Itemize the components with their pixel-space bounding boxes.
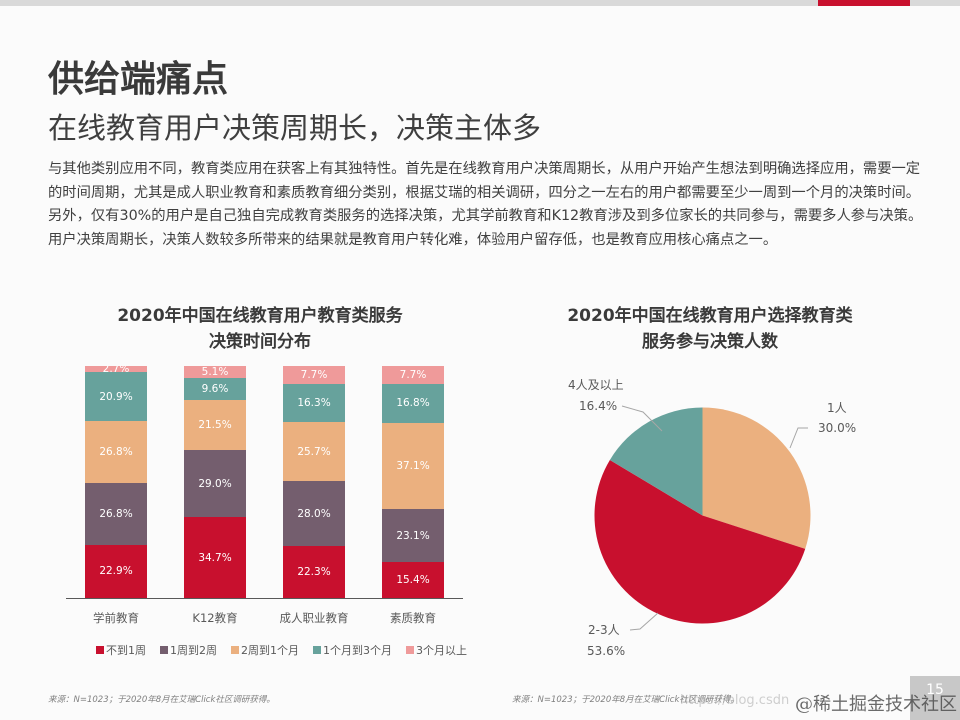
bar-segment: 25.7% bbox=[283, 421, 345, 482]
x-label: 素质教育 bbox=[390, 611, 436, 625]
bar-segment: 2.7% bbox=[85, 366, 147, 373]
legend-label: 1周到2周 bbox=[170, 644, 217, 657]
legend-item: 2周到1个月 bbox=[231, 642, 299, 658]
page-subtitle: 在线教育用户决策周期长，决策主体多 bbox=[48, 111, 542, 145]
legend-item: 不到1周 bbox=[96, 642, 146, 658]
bar-segment: 7.7% bbox=[382, 366, 444, 384]
bar-segment: 16.3% bbox=[283, 383, 345, 422]
pie-label-value: 30.0% bbox=[818, 421, 857, 435]
legend-label: 3个月以上 bbox=[416, 644, 467, 657]
pie-label-name: 4人及以上 bbox=[568, 378, 624, 392]
bar-chart-title: 2020年中国在线教育用户教育类服务 决策时间分布 bbox=[80, 303, 440, 355]
legend-label: 2周到1个月 bbox=[241, 644, 299, 657]
paragraph-2: 另外，仅有30%的用户是自己独自完成教育类服务的选择决策，尤其学前教育和K12教… bbox=[48, 208, 923, 248]
legend-swatch bbox=[160, 646, 168, 654]
stacked-bar: 15.4% 23.1% 37.1% 16.8% 7.7% bbox=[382, 366, 444, 598]
legend-swatch bbox=[96, 646, 104, 654]
bar-segment: 16.8% bbox=[382, 383, 444, 423]
x-label: K12教育 bbox=[192, 611, 238, 625]
legend-swatch bbox=[406, 646, 414, 654]
bar-segment: 22.9% bbox=[85, 544, 147, 598]
bar-chart-title-line1: 2020年中国在线教育用户教育类服务 bbox=[117, 306, 403, 326]
bar-segment: 28.0% bbox=[283, 481, 345, 547]
pie-slice bbox=[594, 459, 806, 624]
legend-item: 1个月到3个月 bbox=[313, 642, 392, 658]
bar-segment: 20.9% bbox=[85, 372, 147, 421]
bar-chart-legend: 不到1周 1周到2周 2周到1个月 1个月到3个月 3个月以上 bbox=[96, 642, 467, 658]
bar-segment: 26.8% bbox=[85, 420, 147, 483]
bar-segment: 37.1% bbox=[382, 422, 444, 509]
legend-swatch bbox=[313, 646, 321, 654]
legend-label: 1个月到3个月 bbox=[323, 644, 392, 657]
pie-chart-title: 2020年中国在线教育用户选择教育类 服务参与决策人数 bbox=[520, 303, 900, 355]
x-label: 成人职业教育 bbox=[279, 611, 349, 625]
bar-chart-source: 来源：N=1023；于2020年8月在艾瑞Click社区调研获得。 bbox=[48, 695, 275, 705]
bar-segment: 7.7% bbox=[283, 366, 345, 384]
bar-segment: 15.4% bbox=[382, 562, 444, 598]
legend-item: 3个月以上 bbox=[406, 642, 467, 658]
pie-chart bbox=[594, 407, 811, 624]
pie-slice bbox=[609, 407, 703, 516]
legend-label: 不到1周 bbox=[106, 644, 146, 657]
stacked-bar: 34.7% 29.0% 21.5% 9.6% 5.1% bbox=[184, 366, 246, 598]
stacked-bar: 22.3% 28.0% 25.7% 16.3% 7.7% bbox=[283, 366, 345, 598]
paragraph-1: 与其他类别应用不同，教育类应用在获客上有其独特性。首先是在线教育用户决策周期长，… bbox=[48, 161, 921, 201]
stacked-bar: 22.9% 26.8% 26.8% 20.9% 2.7% bbox=[85, 366, 147, 598]
pie-chart-title-line1: 2020年中国在线教育用户选择教育类 bbox=[567, 306, 853, 326]
bar-segment: 23.1% bbox=[382, 508, 444, 563]
top-bar-accent bbox=[818, 0, 910, 6]
bar-segment: 34.7% bbox=[184, 517, 246, 598]
x-label: 学前教育 bbox=[93, 611, 139, 625]
pie-label-name: 1人 bbox=[827, 401, 847, 415]
legend-item: 1周到2周 bbox=[160, 642, 217, 658]
bar-segment: 5.1% bbox=[184, 366, 246, 378]
bar-segment: 9.6% bbox=[184, 377, 246, 401]
legend-swatch bbox=[231, 646, 239, 654]
watermark: @稀土掘金技术社区 bbox=[795, 694, 957, 715]
pie-chart-source: 来源：N=1023；于2020年8月在艾瑞Click社区调研获得。 bbox=[512, 695, 739, 705]
page-number: 15 bbox=[910, 676, 960, 720]
bar-segment: 22.3% bbox=[283, 546, 345, 598]
pie-slice bbox=[702, 407, 811, 549]
bar-segment: 26.8% bbox=[85, 482, 147, 545]
x-axis-line bbox=[66, 598, 463, 599]
bar-chart-title-line2: 决策时间分布 bbox=[209, 332, 311, 352]
pie-label-value: 16.4% bbox=[579, 399, 618, 413]
bar-segment: 29.0% bbox=[184, 450, 246, 518]
pie-label-name: 2-3人 bbox=[588, 623, 620, 637]
body-text: 与其他类别应用不同，教育类应用在获客上有其独特性。首先是在线教育用户决策周期长，… bbox=[48, 158, 928, 252]
pie-chart-title-line2: 服务参与决策人数 bbox=[642, 332, 778, 352]
bar-segment: 21.5% bbox=[184, 400, 246, 451]
top-bar bbox=[0, 0, 960, 6]
page-title: 供给端痛点 bbox=[48, 59, 229, 100]
pie-label-value: 53.6% bbox=[587, 644, 626, 658]
watermark-url: https://blog.csdn bbox=[680, 693, 790, 708]
